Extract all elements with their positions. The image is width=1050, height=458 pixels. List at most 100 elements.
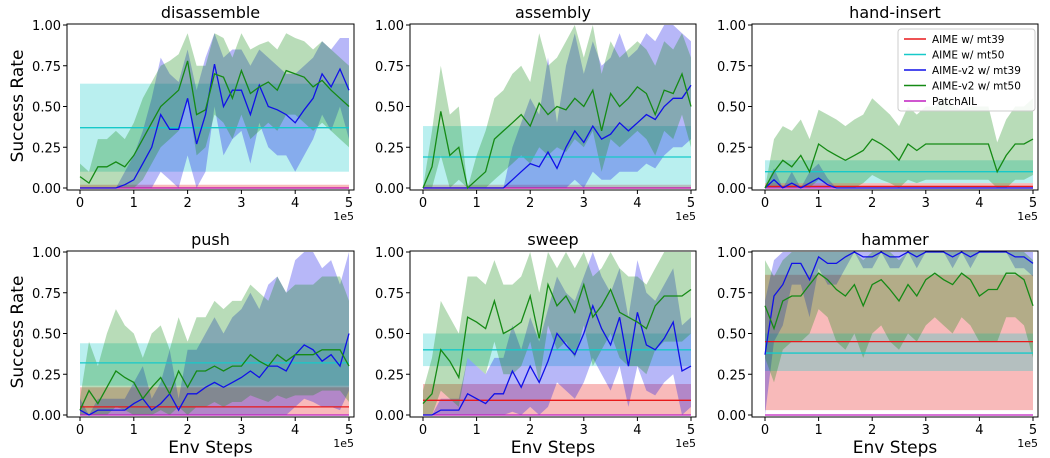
x-exponent-label: 1e5 — [1017, 210, 1038, 223]
y-tick-label: 0.00 — [375, 409, 404, 424]
y-tick-label: 0.50 — [375, 328, 404, 343]
legend: AIME w/ mt39 AIME w/ mt50 AIME-v2 w/ mt39 A… — [897, 28, 1036, 112]
plot-area-hammer — [764, 251, 1034, 416]
y-tick-label: 0.25 — [717, 141, 746, 156]
y-tick-label: 0.00 — [717, 182, 746, 197]
x-tick-label: 2 — [526, 423, 534, 438]
legend-label-aime-v2-w-mt50: AIME-v2 w/ mt50 — [932, 81, 1021, 93]
panel-title: assembly — [515, 3, 591, 22]
band-aime-v2-w-mt50 — [80, 33, 349, 189]
y-tick-label: 1.00 — [717, 246, 746, 261]
panel-title: disassemble — [161, 3, 260, 22]
legend-label-aime-w-mt39: AIME w/ mt39 — [932, 34, 1004, 46]
band-aime-w-mt50 — [80, 343, 349, 386]
y-tick-label: 1.00 — [717, 19, 746, 34]
x-tick-label: 3 — [237, 423, 245, 438]
y-tick-label: 0.75 — [717, 60, 746, 75]
y-tick-label: 1.00 — [32, 19, 61, 34]
line-aime-v2-w-mt50 — [764, 138, 1034, 189]
y-tick-label: 0.25 — [717, 368, 746, 383]
x-tick-label: 4 — [975, 196, 983, 211]
x-tick-label: 2 — [868, 196, 876, 211]
x-tick-label: 4 — [291, 423, 299, 438]
legend-label-patchail: PatchAIL — [932, 96, 977, 108]
x-tick-label: 4 — [975, 423, 983, 438]
line-aime-v2-w-mt50 — [764, 272, 1034, 331]
x-tick-label: 3 — [580, 423, 588, 438]
band-aime-w-mt50 — [765, 333, 1033, 371]
plot-area-disassemble — [79, 33, 350, 189]
panel-title: push — [191, 230, 230, 249]
x-tick-label: 5 — [345, 196, 353, 211]
x-tick-label: 0 — [76, 196, 84, 211]
band-aime-v2-w-mt50 — [765, 98, 1033, 188]
x-exponent-label: 1e5 — [675, 437, 696, 450]
x-axis-label: Env Steps — [511, 438, 596, 458]
band-aime-v2-w-mt39 — [80, 33, 349, 189]
line-aime-v2-w-mt39 — [764, 251, 1034, 355]
band-aime-w-mt39 — [423, 384, 691, 415]
x-tick-label: 1 — [814, 196, 822, 211]
y-tick-label: 0.50 — [717, 328, 746, 343]
line-aime-v2-w-mt50 — [422, 282, 692, 405]
y-tick-label: 0.00 — [32, 409, 61, 424]
plot-area-assembly — [422, 25, 692, 190]
line-aime-v2-w-mt39 — [80, 63, 350, 189]
x-axis-label: Env Steps — [853, 438, 938, 458]
x-tick-label: 1 — [130, 423, 138, 438]
plot-area-sweep — [422, 252, 692, 416]
y-tick-label: 0.25 — [375, 368, 404, 383]
y-axis-label-bottom: Success Rate — [8, 276, 28, 389]
y-tick-label: 0.50 — [375, 101, 404, 116]
y-tick-label: 0.50 — [32, 328, 61, 343]
x-tick-label: 2 — [868, 423, 876, 438]
x-tick-label: 3 — [580, 196, 588, 211]
x-exponent-label: 1e5 — [675, 210, 696, 223]
x-tick-label: 4 — [633, 423, 641, 438]
panel-title: hammer — [861, 230, 929, 249]
x-tick-label: 0 — [419, 423, 427, 438]
x-tick-label: 5 — [1029, 196, 1037, 211]
legend-label-aime-v2-w-mt39: AIME-v2 w/ mt39 — [932, 65, 1021, 77]
x-axis-label: Env Steps — [168, 438, 253, 458]
y-tick-label: 0.75 — [375, 287, 404, 302]
x-tick-label: 1 — [472, 196, 480, 211]
x-tick-label: 3 — [922, 196, 930, 211]
line-aime-v2-w-mt39 — [423, 303, 692, 416]
x-exponent-label: 1e5 — [333, 437, 354, 450]
x-tick-label: 5 — [1029, 423, 1037, 438]
x-tick-label: 5 — [345, 423, 353, 438]
y-tick-label: 0.50 — [32, 101, 61, 116]
y-tick-label: 0.75 — [32, 287, 61, 302]
y-tick-label: 0.25 — [375, 141, 404, 156]
panel-title: sweep — [527, 230, 578, 249]
y-tick-label: 0.50 — [717, 101, 746, 116]
x-exponent-label: 1e5 — [333, 210, 354, 223]
plot-area-hand-insert — [764, 98, 1034, 189]
x-tick-label: 0 — [419, 196, 427, 211]
band-aime-v2-w-mt39 — [765, 163, 1033, 188]
y-tick-label: 0.75 — [717, 287, 746, 302]
x-tick-label: 3 — [237, 196, 245, 211]
y-tick-label: 0.00 — [375, 182, 404, 197]
y-tick-label: 1.00 — [375, 19, 404, 34]
line-aime-v2-w-mt39 — [79, 333, 350, 416]
y-tick-label: 0.75 — [32, 60, 61, 75]
x-tick-label: 2 — [183, 423, 191, 438]
y-tick-label: 0.25 — [32, 141, 61, 156]
legend-box — [897, 28, 1036, 112]
x-tick-label: 1 — [472, 423, 480, 438]
x-tick-label: 2 — [526, 196, 534, 211]
y-tick-label: 0.75 — [375, 60, 404, 75]
line-aime-v2-w-mt50 — [79, 60, 350, 185]
line-aime-v2-w-mt50 — [422, 71, 692, 190]
x-tick-label: 4 — [291, 196, 299, 211]
y-axis-label-top: Success Rate — [8, 50, 28, 163]
